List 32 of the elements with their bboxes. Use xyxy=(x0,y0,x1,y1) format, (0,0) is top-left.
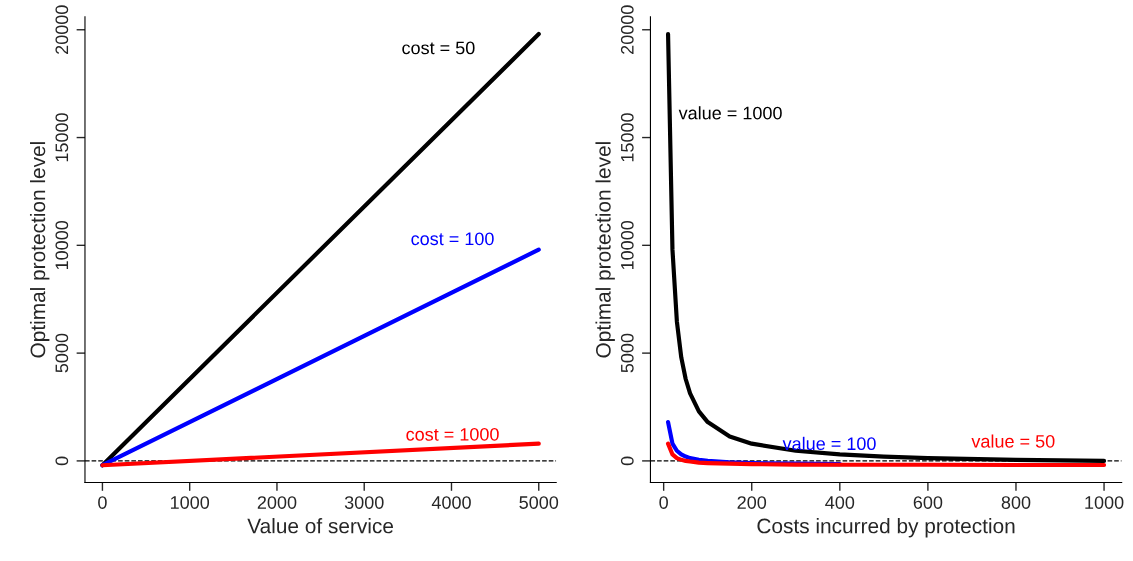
y-tick-label: 0 xyxy=(620,456,634,466)
series-label: cost = 50 xyxy=(402,41,475,55)
x-tick-label: 200 xyxy=(737,496,767,509)
x-tick-label: 0 xyxy=(659,496,668,509)
y-tick-label: 20000 xyxy=(620,5,634,54)
series-label: cost = 1000 xyxy=(406,427,499,441)
series-label: value = 1000 xyxy=(678,106,782,120)
y-tick-label: 5000 xyxy=(55,333,69,373)
series-label: value = 50 xyxy=(971,434,1055,448)
y-tick-label: 10000 xyxy=(55,220,69,270)
series-label: value = 100 xyxy=(782,436,876,451)
y-axis-title: Optimal protection level xyxy=(29,142,50,358)
y-tick-label: 0 xyxy=(55,456,69,466)
x-tick-label: 400 xyxy=(825,496,855,509)
x-tick-label: 600 xyxy=(913,496,943,509)
x-tick-label: 5000 xyxy=(519,496,559,509)
series-label: cost = 100 xyxy=(411,232,494,246)
y-tick-label: 20000 xyxy=(55,5,69,54)
y-tick-label: 10000 xyxy=(620,220,634,270)
y-axis-title: Optimal protection level xyxy=(595,142,615,358)
x-tick-label: 1000 xyxy=(170,496,210,509)
x-tick-label: 1000 xyxy=(1085,496,1124,509)
x-tick-label: 2000 xyxy=(257,496,297,509)
y-tick-label: 15000 xyxy=(620,113,634,162)
x-tick-label: 4000 xyxy=(431,496,471,509)
x-axis-title: Value of service xyxy=(247,518,394,534)
x-axis-title: Costs incurred by protection xyxy=(757,518,1015,538)
y-tick-label: 5000 xyxy=(620,333,634,373)
y-tick-label: 15000 xyxy=(55,113,69,162)
x-tick-label: 3000 xyxy=(344,496,384,509)
x-tick-label: 800 xyxy=(1001,496,1031,509)
x-tick-label: 0 xyxy=(98,496,107,509)
